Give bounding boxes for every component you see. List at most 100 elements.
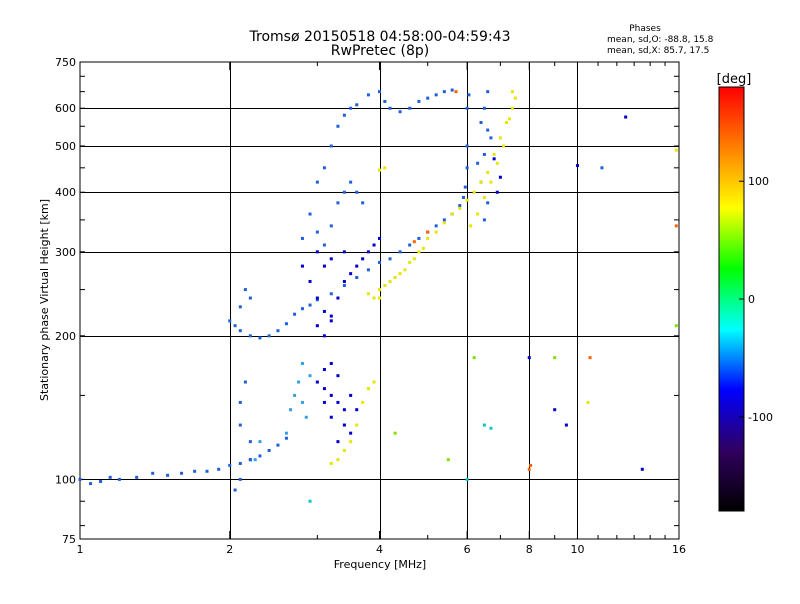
chart-title: Tromsø 20150518 04:58:00-04:59:43 — [249, 29, 511, 45]
data-point — [329, 314, 333, 318]
data-point — [108, 475, 112, 479]
data-point — [674, 148, 678, 152]
data-point — [472, 190, 476, 194]
colorbar-tick-label: 0 — [748, 293, 755, 306]
data-point — [267, 334, 271, 338]
data-point — [315, 380, 319, 384]
x-tick-label: 4 — [376, 543, 383, 556]
data-point — [412, 240, 416, 244]
data-point — [336, 201, 340, 205]
data-point — [498, 175, 502, 179]
data-point — [388, 106, 392, 110]
data-point — [383, 283, 387, 287]
grid-lines — [80, 62, 679, 539]
data-point — [527, 467, 531, 471]
data-point — [408, 260, 412, 264]
x-tick-label: 16 — [672, 543, 686, 556]
data-point — [315, 180, 319, 184]
data-point — [342, 283, 346, 287]
data-point — [495, 161, 499, 165]
data-point — [336, 124, 340, 128]
data-point — [461, 195, 465, 199]
data-point — [238, 477, 242, 481]
data-point — [366, 387, 370, 391]
x-tick-label: 2 — [226, 543, 233, 556]
y-tick-label: 300 — [55, 246, 76, 259]
data-point — [507, 117, 511, 121]
data-point — [322, 400, 326, 404]
data-point — [329, 144, 333, 148]
data-point — [238, 423, 242, 427]
data-point — [575, 164, 579, 168]
data-point — [469, 224, 473, 228]
data-point — [99, 479, 103, 483]
data-point — [398, 250, 402, 254]
data-point — [349, 393, 353, 397]
data-point — [426, 230, 430, 234]
data-point — [450, 88, 454, 92]
data-point — [383, 99, 387, 103]
data-point — [398, 110, 402, 114]
data-point — [117, 477, 121, 481]
data-point — [342, 279, 346, 283]
data-point — [284, 436, 288, 440]
data-point — [243, 380, 247, 384]
data-point — [217, 467, 221, 471]
data-point — [248, 458, 252, 462]
data-point — [315, 296, 319, 300]
data-point — [322, 309, 326, 313]
data-point — [361, 257, 365, 261]
data-point — [388, 279, 392, 283]
data-point — [322, 166, 326, 170]
y-tick-label: 500 — [55, 140, 76, 153]
y-tick-label: 600 — [55, 102, 76, 115]
data-point — [482, 106, 486, 110]
y-tick-label: 400 — [55, 186, 76, 199]
data-point — [600, 166, 604, 170]
data-point — [89, 482, 93, 486]
plot-area-border — [79, 61, 680, 540]
phase-stats-o: mean, sd,O: -88.8, 15.8 — [607, 35, 714, 45]
data-point — [329, 319, 333, 323]
data-point — [465, 144, 469, 148]
data-point — [284, 431, 288, 435]
data-point — [417, 236, 421, 240]
data-point — [355, 276, 359, 280]
data-point — [408, 243, 412, 247]
data-point — [329, 393, 333, 397]
data-point — [308, 279, 312, 283]
data-point — [315, 230, 319, 234]
y-tick-label: 200 — [55, 330, 76, 343]
data-point — [674, 224, 678, 228]
data-point — [289, 408, 293, 412]
data-point — [674, 324, 678, 328]
data-point — [486, 90, 490, 94]
data-point — [454, 90, 458, 94]
data-point — [336, 440, 340, 444]
data-point — [238, 461, 242, 465]
data-point — [495, 190, 499, 194]
data-point — [78, 477, 82, 481]
data-point — [378, 236, 381, 240]
data-point — [378, 296, 381, 300]
data-point — [486, 170, 490, 174]
data-point — [378, 288, 381, 292]
data-point — [300, 236, 304, 240]
data-point — [366, 93, 370, 97]
data-point — [248, 440, 252, 444]
data-point — [442, 218, 446, 222]
data-point — [308, 303, 312, 307]
data-point — [315, 250, 319, 254]
data-point — [135, 475, 139, 479]
data-point — [329, 292, 333, 296]
data-point — [403, 268, 407, 272]
x-tick-label: 8 — [526, 543, 533, 556]
data-point — [193, 469, 197, 473]
data-point — [366, 292, 370, 296]
data-point — [355, 103, 359, 107]
data-point — [465, 166, 469, 170]
data-point — [322, 387, 326, 391]
data-point — [300, 307, 304, 311]
data-point — [586, 400, 590, 404]
data-point — [417, 99, 421, 103]
